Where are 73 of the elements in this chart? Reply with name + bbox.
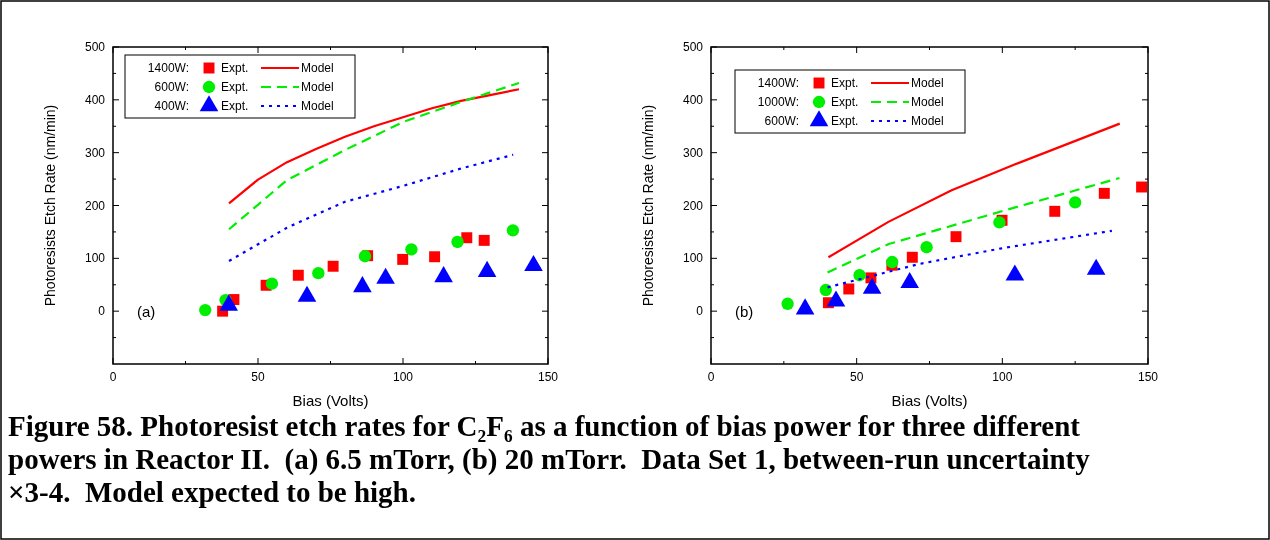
annotation: 1400W: bbox=[757, 76, 799, 90]
point bbox=[886, 255, 899, 269]
point bbox=[920, 241, 933, 254]
legend-label: Expt. bbox=[831, 114, 859, 128]
caption: Figure 58. Photoresist etch rates for C₂F₆ as a function of bias power for three different bbox=[8, 410, 1081, 442]
y-tick-label: 100 bbox=[682, 251, 704, 266]
y-tick-label: 400 bbox=[84, 92, 106, 107]
x-tick-label: 150 bbox=[1137, 370, 1159, 384]
point bbox=[397, 253, 409, 265]
y-tick-label: 200 bbox=[84, 198, 106, 213]
y-tick-label: 0 bbox=[98, 304, 106, 319]
legend-label: Expt. bbox=[221, 80, 249, 94]
legend-label: Expt. bbox=[831, 95, 859, 109]
x-axis-title: Bias (Volts) bbox=[292, 392, 369, 409]
point bbox=[853, 269, 866, 282]
point bbox=[843, 283, 855, 295]
x-tick-label: 0 bbox=[707, 370, 715, 384]
legend-label: Expt. bbox=[221, 99, 249, 113]
annotation: 1400W: bbox=[147, 61, 189, 75]
y-tick-label: 400 bbox=[682, 92, 704, 107]
point bbox=[781, 297, 794, 310]
point bbox=[292, 269, 304, 281]
point bbox=[199, 303, 212, 317]
point bbox=[429, 251, 441, 263]
y-axis-title: Photoresists Etch Rate (nm/min) bbox=[42, 104, 58, 307]
x-tick-label: 150 bbox=[537, 370, 559, 384]
x-tick-label: 0 bbox=[109, 370, 117, 384]
annotation: 600W: bbox=[154, 80, 189, 94]
y-tick-label: 300 bbox=[84, 145, 106, 160]
y-tick-label: 200 bbox=[682, 198, 704, 213]
legend-label: Model bbox=[911, 95, 944, 109]
point bbox=[312, 266, 325, 280]
y-tick-label: 100 bbox=[84, 251, 106, 266]
text: ×3-4. Model expected to be high. bbox=[8, 476, 416, 508]
legend-label: Model bbox=[911, 114, 944, 128]
point bbox=[1049, 205, 1061, 217]
x-axis-title: Bias (Volts) bbox=[891, 392, 968, 409]
x-tick-label: 100 bbox=[992, 370, 1013, 384]
point bbox=[950, 231, 962, 243]
y-axis-title: Photoresists Etch Rate (nm/min) bbox=[640, 104, 656, 307]
legend-label: Model bbox=[301, 99, 334, 113]
point bbox=[358, 250, 372, 263]
legend-label: Expt. bbox=[831, 76, 859, 90]
point bbox=[451, 235, 464, 249]
annotation: 400W: bbox=[154, 99, 189, 113]
point bbox=[819, 283, 832, 297]
line-series bbox=[227, 153, 515, 263]
x-tick-label: 50 bbox=[849, 370, 864, 384]
text: powers in Reactor II. (a) 6.5 mTorr, (b) 20 mTorr. Data Set 1, between-run uncertainty bbox=[8, 443, 1091, 476]
point bbox=[906, 251, 918, 263]
x-tick-label: 100 bbox=[392, 370, 414, 384]
y-tick-label: 500 bbox=[682, 40, 704, 54]
y-tick-label: 300 bbox=[682, 145, 704, 160]
point bbox=[327, 260, 339, 272]
legend-label: Model bbox=[301, 61, 334, 75]
y-tick-label: 0 bbox=[696, 304, 704, 319]
point bbox=[478, 234, 490, 246]
legend-label: Expt. bbox=[221, 61, 249, 75]
point bbox=[506, 224, 520, 237]
annotation: 600W: bbox=[764, 114, 799, 128]
annotation: (a) bbox=[137, 303, 156, 320]
point bbox=[1136, 181, 1148, 193]
annotation: (b) bbox=[735, 303, 754, 320]
point bbox=[405, 243, 418, 256]
point bbox=[1098, 187, 1110, 199]
point bbox=[265, 277, 279, 290]
y-tick-label: 500 bbox=[84, 40, 106, 54]
line-series bbox=[826, 176, 1121, 274]
legend-label: Model bbox=[911, 76, 944, 90]
x-tick-label: 50 bbox=[251, 370, 265, 384]
legend-label: Model bbox=[301, 80, 334, 94]
point bbox=[1068, 196, 1082, 209]
annotation: 1000W: bbox=[757, 95, 799, 109]
